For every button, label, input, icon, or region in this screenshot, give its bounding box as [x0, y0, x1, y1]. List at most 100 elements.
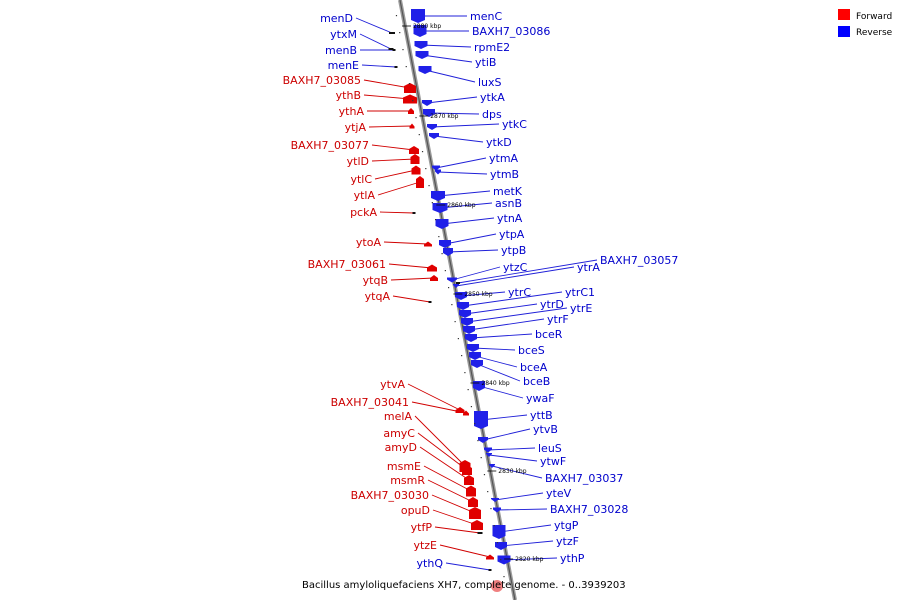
- connector-bces: [472, 347, 516, 351]
- connector-amyd: [419, 446, 470, 481]
- gene-label-ythp: ythP: [560, 552, 585, 565]
- connector-ytva: [407, 383, 461, 411]
- gene-label-opud: opuD: [401, 504, 430, 517]
- connector-ytzf: [500, 540, 554, 547]
- gene-ytld: [410, 154, 420, 164]
- tick-label: 2840 kbp: [481, 380, 509, 387]
- gene-ytlc: [411, 165, 421, 175]
- connector-ytvb: [482, 428, 531, 441]
- connector-ytev: [494, 492, 544, 501]
- connector-luxs: [424, 69, 476, 83]
- tick-label: 2870 kbp: [430, 113, 458, 120]
- minor-feature-mark: [405, 66, 407, 68]
- minor-feature-mark: [503, 576, 505, 578]
- gene-label-ywaf: ywaF: [526, 392, 555, 405]
- gene-label-baxh7-03030: BAXH7_03030: [351, 489, 429, 502]
- minor-feature-mark: [487, 491, 489, 493]
- gene-baxh7-03085: [404, 83, 416, 93]
- gene-ytkc: [427, 124, 437, 130]
- gene-label-mela: melA: [384, 410, 413, 423]
- connector-bceb: [476, 363, 521, 382]
- gene-label-baxh7-03086: BAXH7_03086: [472, 25, 550, 38]
- gene-menb: [392, 49, 396, 51]
- gene-label-baxh7-03057: BAXH7_03057: [600, 254, 678, 267]
- gene-ytxm: [388, 48, 394, 50]
- gene-ytrf: [463, 326, 475, 334]
- gene-ythq: [488, 569, 492, 571]
- gene-label-ytvb: ytvB: [533, 423, 558, 436]
- gene-ytib: [415, 51, 429, 59]
- connector-ytkc: [431, 123, 500, 128]
- connector-ytja: [368, 125, 413, 128]
- gene-label-bces: bceS: [518, 344, 545, 357]
- gene-baxh7-03028: [493, 507, 501, 513]
- minor-feature-mark: [470, 406, 473, 408]
- map-caption: Bacillus amyloliquefaciens XH7, complete…: [302, 580, 626, 591]
- connector-baxh7-03028: [496, 508, 548, 511]
- gene-label-bcer: bceR: [535, 328, 563, 341]
- minor-feature-mark: [428, 185, 430, 187]
- connector-ytmb: [437, 171, 488, 175]
- connector-bcer: [470, 333, 533, 339]
- gene-ytha: [408, 108, 414, 114]
- gene-yttb: [474, 411, 488, 429]
- gene-msmr: [468, 497, 478, 507]
- gene-label-bceb: bceB: [523, 375, 550, 388]
- connector-ytze: [439, 544, 491, 558]
- connector-dps: [428, 112, 480, 115]
- minor-feature-mark: [402, 49, 404, 51]
- connector-lines: [355, 15, 598, 571]
- origin-marker: [491, 580, 503, 592]
- connector-ytrd: [464, 303, 538, 315]
- minor-feature-mark: [474, 423, 476, 425]
- connector-ytla: [377, 181, 421, 196]
- legend-reverse-label: Reverse: [856, 28, 893, 38]
- gene-ytrd: [459, 310, 471, 318]
- minor-feature-mark: [464, 372, 466, 374]
- connector-ythq: [445, 562, 491, 571]
- gene-label-ytzc: ytzC: [503, 261, 528, 274]
- connector-pcka: [379, 211, 415, 214]
- gene-msme: [466, 485, 476, 497]
- connector-ytzc: [451, 266, 501, 281]
- connector-rpme2: [420, 44, 472, 48]
- connector-metk: [437, 190, 491, 197]
- connector-leus: [487, 447, 536, 451]
- gene-ytna: [435, 219, 449, 229]
- gene-amyd: [464, 475, 474, 485]
- gene-leus: [484, 447, 492, 453]
- gene-label-ytrc1: ytrC1: [565, 286, 595, 299]
- connector-ytrf: [468, 318, 545, 331]
- minor-feature-mark: [434, 219, 437, 221]
- gene-label-pcka: pckA: [350, 206, 377, 219]
- minor-feature-mark: [493, 525, 495, 527]
- gene-label-ytzf: ytzF: [556, 535, 579, 548]
- gene-ytqb: [430, 275, 438, 281]
- gene-label-leus: leuS: [538, 442, 562, 455]
- gene-metk: [431, 191, 445, 201]
- minor-feature-mark: [438, 236, 440, 238]
- connector-ytoa: [383, 241, 429, 245]
- gene-label-ytlc: ytlC: [350, 173, 372, 186]
- connector-baxh7-03057: [457, 259, 598, 284]
- gene-label-ythq: ythQ: [417, 557, 444, 570]
- tick-label: 2880 kbp: [413, 23, 441, 30]
- gene-mend: [389, 32, 395, 34]
- gene-baxh7-03037: [489, 464, 495, 468]
- gene-label-ytrd: ytrD: [540, 298, 564, 311]
- gene-ytze: [486, 554, 494, 560]
- gene-ytja: [409, 123, 415, 129]
- connector-baxh7-03085: [363, 79, 411, 89]
- gene-ythp: [497, 555, 511, 565]
- gene-ytkd: [429, 133, 439, 139]
- minor-feature-mark: [500, 559, 502, 561]
- gene-label-ytfp: ytfP: [411, 521, 433, 534]
- minor-feature-mark: [431, 202, 433, 204]
- gene-ytmb: [435, 169, 441, 175]
- gene-bceb: [471, 360, 483, 368]
- gene-label-msme: msmE: [387, 460, 421, 473]
- gene-label-msmr: msmR: [390, 474, 425, 487]
- gene-bcea: [469, 352, 481, 360]
- gene-ytre: [461, 318, 473, 326]
